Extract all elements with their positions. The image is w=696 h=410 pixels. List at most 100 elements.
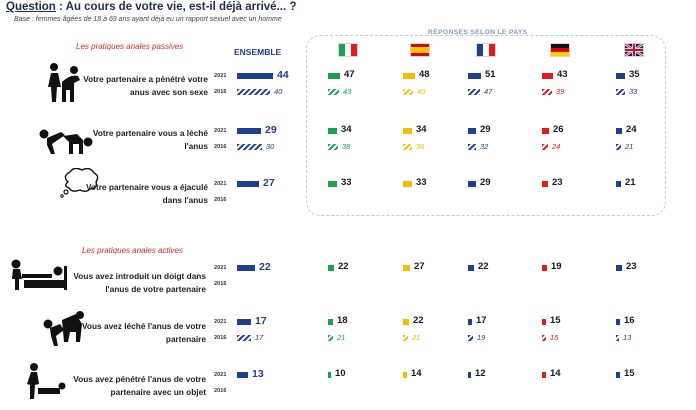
- year-2016-label: 2016: [214, 89, 227, 95]
- bar-2021-es: [403, 128, 412, 134]
- bar-2016-uk: [616, 144, 621, 150]
- bar-2016-fr: [468, 144, 476, 150]
- year-2021-label: 2021: [214, 372, 227, 378]
- bar-2021-ensemble: [237, 128, 261, 134]
- bar-2021-uk: [616, 73, 625, 79]
- ensemble-header: ENSEMBLE: [234, 47, 282, 57]
- value-2021-uk: 15: [624, 368, 635, 379]
- bar-2021-es: [403, 181, 412, 187]
- base-note: Base : femmes âgées de 18 à 69 ans ayant…: [14, 16, 282, 23]
- year-2021-label: 2021: [214, 181, 227, 187]
- value-2016-de: 39: [556, 87, 565, 96]
- value-2016-fr: 32: [480, 142, 489, 151]
- value-2021-fr: 29: [480, 177, 491, 188]
- bar-2021-es: [403, 319, 409, 325]
- object-insertion-icon: [22, 362, 66, 407]
- bar-2016-it: [328, 144, 338, 150]
- value-2021-uk: 21: [625, 177, 636, 188]
- bar-2021-de: [542, 181, 548, 187]
- year-2021-label: 2021: [214, 73, 227, 79]
- question-label: Vous avez introduit un doigt dans l'anus…: [73, 271, 206, 294]
- value-2016-ensemble: 30: [266, 142, 275, 151]
- value-2021-ensemble: 44: [277, 69, 289, 81]
- year-2016-label: 2016: [214, 144, 227, 150]
- value-2016-fr: 47: [484, 87, 493, 96]
- bar-2016-ensemble: [237, 144, 262, 150]
- value-2016-es: 21: [412, 333, 421, 342]
- bar-2016-ensemble: [237, 335, 251, 341]
- bar-2021-it: [328, 319, 333, 325]
- bar-2021-uk: [616, 372, 620, 378]
- anilingus-given-icon: [40, 310, 92, 353]
- value-2021-ensemble: 29: [265, 124, 277, 136]
- bar-2021-fr: [468, 73, 481, 79]
- bar-2021-es: [403, 372, 407, 378]
- value-2021-de: 43: [557, 69, 568, 80]
- bar-2016-de: [542, 335, 546, 341]
- value-2021-de: 19: [551, 261, 562, 272]
- countries-header: RÉPONSES SELON LE PAYS: [428, 29, 528, 36]
- bar-2021-it: [328, 73, 340, 79]
- value-2021-fr: 17: [476, 315, 487, 326]
- bar-2021-fr: [468, 265, 474, 271]
- value-2016-uk: 33: [629, 87, 638, 96]
- value-2021-es: 22: [413, 315, 424, 326]
- value-2021-de: 14: [550, 368, 561, 379]
- value-2021-es: 14: [411, 368, 422, 379]
- bar-2016-es: [403, 335, 408, 341]
- value-2016-it: 21: [337, 333, 346, 342]
- bar-2021-ensemble: [237, 265, 255, 271]
- question-label: Votre partenaire a pénétré votre anus av…: [83, 74, 208, 97]
- bar-2016-de: [542, 144, 548, 150]
- value-2016-ensemble: 40: [274, 87, 283, 96]
- anal-penetration-icon: [44, 62, 84, 109]
- value-2021-uk: 35: [629, 69, 640, 80]
- bar-2016-ensemble: [237, 89, 270, 95]
- value-2016-de: 15: [550, 333, 559, 342]
- bar-2021-uk: [616, 128, 622, 134]
- section-active-label: Les pratiques anales actives: [82, 246, 183, 255]
- bar-2021-es: [403, 265, 410, 271]
- question-label: Votre partenaire vous a léché l'anus: [92, 128, 208, 151]
- value-2021-es: 34: [416, 124, 427, 135]
- value-2021-it: 10: [335, 368, 346, 379]
- value-2016-ensemble: 17: [255, 333, 264, 342]
- section-passive-label: Les pratiques anales passives: [76, 42, 184, 51]
- finger-insertion-icon: [8, 256, 70, 297]
- value-2016-it: 38: [342, 142, 351, 151]
- bar-2021-uk: [616, 319, 620, 325]
- value-2021-fr: 12: [475, 368, 486, 379]
- bar-2021-fr: [468, 181, 476, 187]
- bar-2021-es: [403, 73, 415, 79]
- bar-2016-fr: [468, 89, 480, 95]
- bar-2021-ensemble: [237, 73, 273, 79]
- value-2021-ensemble: 22: [259, 261, 271, 273]
- question-title: Question : Au cours de votre vie, est-il…: [6, 1, 297, 13]
- question-label: Vous avez léché l'anus de votre partenai…: [81, 321, 206, 344]
- bar-2021-de: [542, 128, 549, 134]
- bar-2021-it: [328, 128, 337, 134]
- uk-flag-icon: [624, 43, 644, 57]
- value-2021-uk: 24: [626, 124, 637, 135]
- bar-2021-it: [328, 181, 337, 187]
- value-2021-it: 34: [341, 124, 352, 135]
- bar-2016-it: [328, 335, 333, 341]
- year-2021-label: 2021: [214, 128, 227, 134]
- value-2021-es: 48: [419, 69, 430, 80]
- value-2016-es: 36: [416, 142, 425, 151]
- year-2016-label: 2016: [214, 281, 227, 287]
- value-2016-de: 24: [552, 142, 561, 151]
- value-2021-de: 15: [550, 315, 561, 326]
- value-2021-uk: 23: [626, 261, 637, 272]
- year-2016-label: 2016: [214, 388, 227, 394]
- thought-bubble-icon: [60, 167, 100, 203]
- bar-2016-es: [403, 89, 413, 95]
- bar-2021-uk: [616, 265, 622, 271]
- bar-2021-uk: [616, 181, 621, 187]
- value-2021-ensemble: 17: [255, 315, 267, 327]
- bar-2021-de: [542, 372, 546, 378]
- bar-2021-de: [542, 319, 546, 325]
- value-2021-ensemble: 27: [263, 177, 275, 189]
- bar-2021-de: [542, 73, 553, 79]
- year-2021-label: 2021: [214, 319, 227, 325]
